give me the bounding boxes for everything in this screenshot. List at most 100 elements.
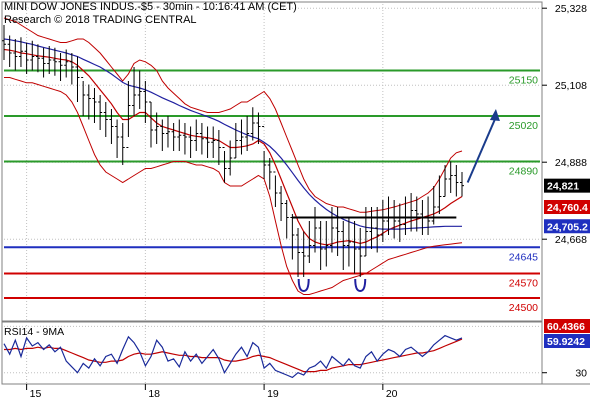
- price-tag-label: 24,705.2: [547, 221, 588, 233]
- candle-bar: [194, 119, 199, 151]
- x-tick-label: 19: [267, 388, 279, 400]
- forecast-arrow-head: [489, 109, 500, 121]
- annotations: [292, 109, 500, 293]
- candle-bar: [273, 171, 278, 207]
- candle-bar: [414, 196, 419, 232]
- x-tick-label: 15: [30, 388, 42, 400]
- price-axis: 25,328 25,108 24,888 24,668: [542, 3, 587, 246]
- rsi-tag-label: 60.4366: [547, 321, 585, 333]
- candle-bar: [2, 25, 6, 60]
- candle-bar: [177, 119, 182, 151]
- bollinger-lower-line: [4, 77, 463, 295]
- candle-bar: [13, 39, 18, 71]
- grid: [4, 4, 540, 384]
- rsi-panel: 30: [3, 325, 587, 380]
- candle-bar: [397, 203, 402, 242]
- rsi-tag-label: 59.9242: [547, 336, 585, 348]
- candle-bar: [47, 46, 52, 74]
- y-tick-label: 25,328: [555, 3, 587, 15]
- price-tag-box: [544, 200, 590, 214]
- candle-bar: [369, 207, 374, 249]
- candle-bar: [409, 193, 414, 232]
- candle-bar: [98, 95, 103, 130]
- y-tick-label: 25,108: [555, 80, 587, 92]
- candle-bar: [92, 88, 97, 123]
- price-tag-label: 24,821: [547, 181, 579, 193]
- candle-bar: [109, 109, 114, 144]
- candle-bar: [115, 119, 120, 158]
- candle-bar: [431, 186, 436, 225]
- candle-bar: [346, 217, 351, 267]
- candle-bar: [443, 165, 448, 197]
- candle-bar: [103, 102, 108, 137]
- candle-bar: [18, 37, 23, 67]
- candle-bar: [143, 81, 148, 123]
- double-bottom-mark: [354, 278, 367, 293]
- candle-bar: [256, 112, 261, 144]
- rsi-ma-line: [4, 338, 463, 373]
- candle-bar: [216, 130, 221, 165]
- candle-bar: [126, 81, 131, 148]
- candle-bar: [228, 140, 233, 176]
- candle-bar: [307, 221, 312, 263]
- candle-bar: [7, 35, 12, 67]
- candle-bar: [290, 214, 295, 260]
- candle-bar: [30, 40, 35, 71]
- candle-bar: [454, 165, 459, 197]
- candle-bar: [171, 123, 176, 151]
- candle-bar: [41, 47, 46, 78]
- indicator-lines: [3, 17, 463, 295]
- candle-bar: [120, 123, 125, 165]
- candle-bar: [262, 126, 267, 179]
- rsi-line: [3, 334, 463, 379]
- candle-bar: [301, 231, 306, 277]
- candle-bar: [358, 228, 363, 277]
- candle-bar: [245, 116, 250, 151]
- candle-bar: [205, 126, 210, 158]
- candle-bar: [335, 207, 340, 256]
- candle-bar: [24, 42, 29, 74]
- level-label-24570: 24570: [509, 278, 538, 290]
- candle-bar: [64, 49, 69, 78]
- rsi-title: RSI14 - 9MA: [4, 326, 64, 338]
- candle-bar: [211, 126, 216, 158]
- price-tag-box: [544, 178, 590, 193]
- candle-bar: [250, 107, 255, 141]
- candle-bar: [35, 44, 40, 73]
- candle-bar: [460, 172, 464, 197]
- double-bottom-mark: [297, 278, 310, 293]
- price-tag-box: [544, 219, 590, 234]
- candle-bar: [132, 67, 137, 116]
- candle-bar: [199, 123, 204, 155]
- candle-bar: [448, 161, 453, 193]
- level-label-25020: 25020: [509, 120, 538, 132]
- ma-long-line: [3, 38, 462, 230]
- main-panel-frame: [1, 1, 543, 322]
- rsi-tick-label: 30: [575, 368, 587, 380]
- candle-bar: [154, 112, 159, 144]
- candle-bar: [267, 158, 272, 190]
- x-tick-label: 18: [148, 388, 160, 400]
- candles: [2, 25, 464, 277]
- candle-bar: [149, 101, 154, 148]
- candle-bar: [69, 53, 74, 85]
- candle-bar: [137, 70, 142, 109]
- candle-bar: [392, 200, 397, 239]
- horizontal-levels: 25150 25020 24890 24645 24570 24500: [4, 69, 540, 314]
- candle-bar: [75, 56, 80, 102]
- candle-bar: [279, 186, 284, 221]
- y-tick-label: 24,668: [555, 234, 587, 246]
- ma-short-line: [3, 48, 463, 246]
- candle-bar: [222, 147, 227, 183]
- candle-bar: [160, 119, 165, 151]
- chart-title: MINI DOW JONES INDUS.-$5 - 30min - 10:16…: [4, 1, 297, 13]
- candle-bar: [324, 221, 329, 267]
- candle-bar: [284, 200, 289, 239]
- level-label-24890: 24890: [509, 166, 538, 178]
- candle-bar: [58, 53, 63, 81]
- price-tags: 24,821 24,760.4 24,705.2 60.4366 59.9242: [544, 178, 590, 348]
- candle-bar: [341, 221, 346, 270]
- chart-copyright: Research © 2018 TRADING CENTRAL: [4, 14, 197, 26]
- price-tag-label: 24,760.4: [547, 202, 588, 214]
